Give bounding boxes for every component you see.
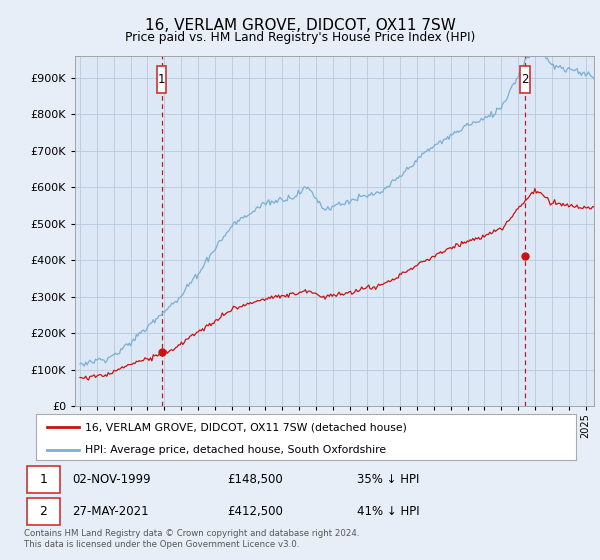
Text: HPI: Average price, detached house, South Oxfordshire: HPI: Average price, detached house, Sout… [85,445,386,455]
Text: Contains HM Land Registry data © Crown copyright and database right 2024.
This d: Contains HM Land Registry data © Crown c… [24,529,359,549]
Text: 1: 1 [158,73,166,86]
Text: 02-NOV-1999: 02-NOV-1999 [72,473,151,486]
Bar [157,66,166,94]
Point [157,347,166,356]
Text: Price paid vs. HM Land Registry's House Price Index (HPI): Price paid vs. HM Land Registry's House … [125,31,475,44]
Text: 2: 2 [521,73,529,86]
Text: 2: 2 [39,505,47,518]
Text: 1: 1 [39,473,47,486]
Point [520,251,530,260]
Bar [520,66,530,94]
Text: 35% ↓ HPI: 35% ↓ HPI [357,473,419,486]
Text: £148,500: £148,500 [227,473,283,486]
Text: 16, VERLAM GROVE, DIDCOT, OX11 7SW: 16, VERLAM GROVE, DIDCOT, OX11 7SW [145,18,455,33]
Text: £412,500: £412,500 [227,505,283,518]
Text: 41% ↓ HPI: 41% ↓ HPI [357,505,419,518]
Text: 16, VERLAM GROVE, DIDCOT, OX11 7SW (detached house): 16, VERLAM GROVE, DIDCOT, OX11 7SW (deta… [85,422,406,432]
Bar [27,498,59,525]
Bar [27,466,59,493]
Text: 27-MAY-2021: 27-MAY-2021 [72,505,149,518]
